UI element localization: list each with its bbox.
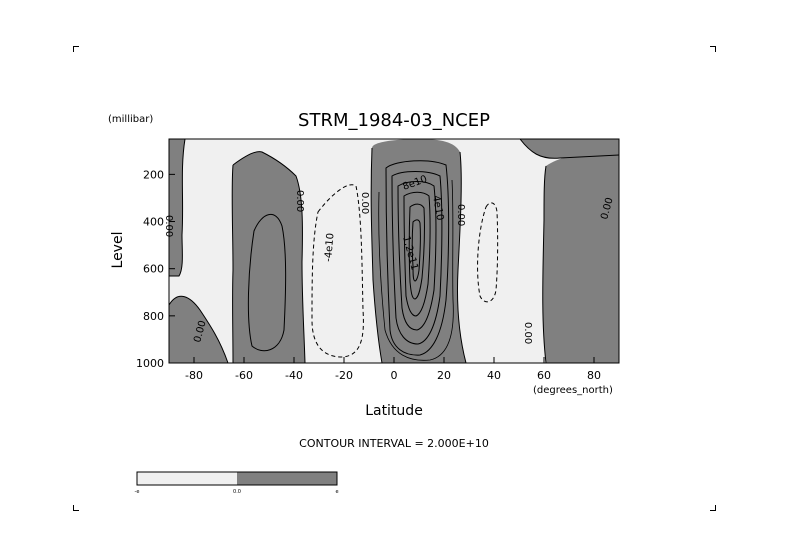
contour-label-4e10: 4e10 <box>430 195 445 222</box>
contour-label-minus-4e10: -4e10 <box>323 233 336 263</box>
y-tick-label: 200 <box>143 168 164 181</box>
x-axis-title: Latitude <box>365 403 423 419</box>
y-units-label: (millibar) <box>108 114 153 125</box>
x-tick-label: 0 <box>391 369 398 382</box>
x-axis: -80 -60 -40 -20 0 20 40 60 80 <box>185 357 601 382</box>
contour-label-zero: 0.00 <box>522 322 533 344</box>
negative-contours <box>311 184 499 358</box>
y-axis: 200 400 600 800 1000 <box>136 168 175 370</box>
colorbar-frame <box>136 471 338 486</box>
positive-region-hadley <box>371 139 466 363</box>
y-tick-label: 400 <box>143 216 164 229</box>
y-tick-label: 1000 <box>136 357 164 370</box>
x-tick-label: -40 <box>285 369 303 382</box>
colorbar-negative-swatch <box>137 472 237 485</box>
contour-lines <box>169 139 619 363</box>
colorbar-label-zero: 0.0 <box>233 489 241 495</box>
positive-region-southern-ferrel <box>232 151 305 363</box>
positive-region-top-right <box>520 139 619 159</box>
chart-title: STRM_1984-03_NCEP <box>298 110 490 131</box>
x-tick-label: 60 <box>537 369 551 382</box>
y-tick-label: 800 <box>143 310 164 323</box>
x-tick-label: 80 <box>587 369 601 382</box>
x-units-label: (degrees_north) <box>533 385 613 396</box>
contour-label-zero: 0.00 <box>359 192 370 214</box>
x-tick-label: -60 <box>235 369 253 382</box>
y-axis-title: Level <box>110 232 126 269</box>
positive-region-southern-ferrel-lobes <box>169 296 228 363</box>
y-tick-label: 600 <box>143 263 164 276</box>
x-tick-label: 20 <box>437 369 451 382</box>
positive-region-northern <box>542 153 619 363</box>
contour-field <box>169 139 619 363</box>
x-tick-label: -20 <box>335 369 353 382</box>
colorbar-label-max: e <box>335 489 338 495</box>
x-tick-label: 40 <box>487 369 501 382</box>
contour-label-zero: 0.00 <box>294 190 305 212</box>
colorbar-label-min: -e <box>135 489 140 495</box>
contour-interval-text: CONTOUR INTERVAL = 2.000E+10 <box>299 437 489 450</box>
contour-label-zero: 0.00 <box>455 204 466 226</box>
colorbar: -e 0.0 e <box>135 471 339 495</box>
positive-region-west-edge <box>169 139 185 276</box>
x-tick-label: -80 <box>185 369 203 382</box>
colorbar-positive-swatch <box>237 472 337 485</box>
crop-marks <box>73 46 716 511</box>
